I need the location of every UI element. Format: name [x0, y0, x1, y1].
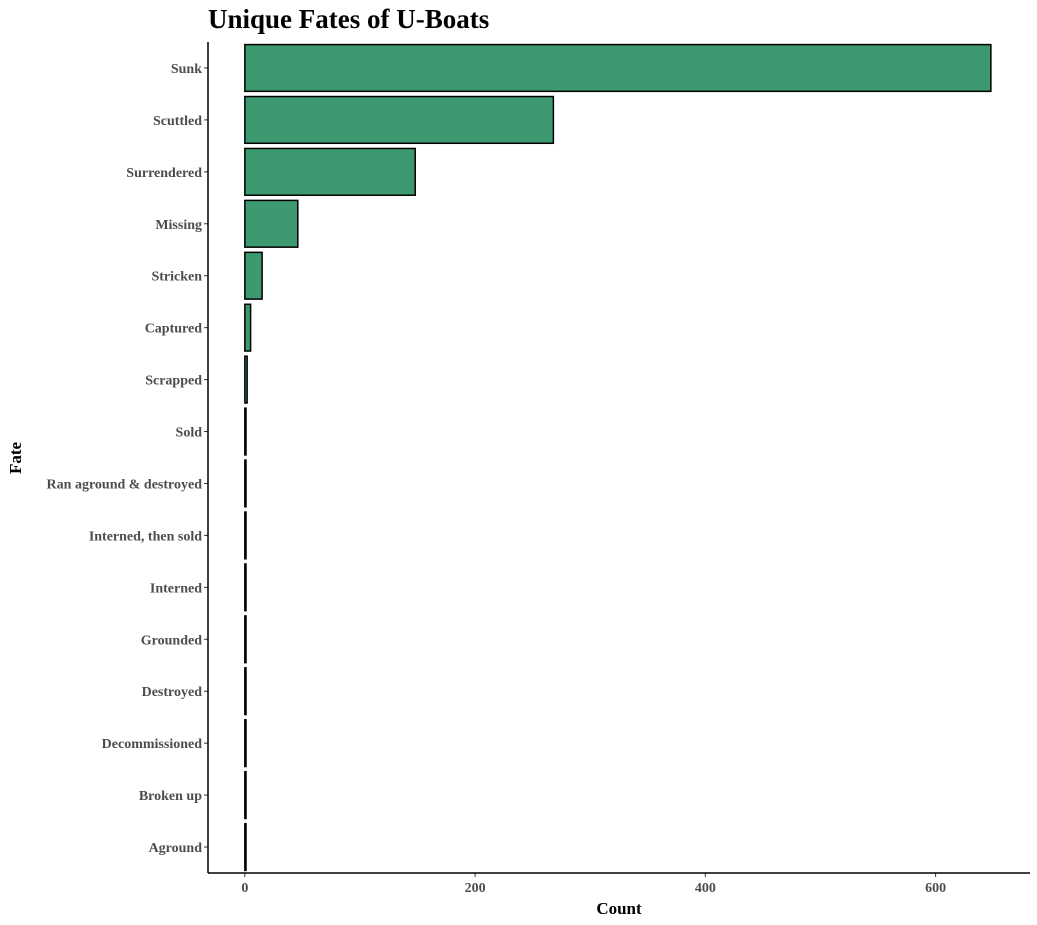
- bar-surrendered: [244, 147, 416, 196]
- y-tick-label: Aground: [149, 841, 203, 856]
- y-tick-label: Interned, then sold: [89, 529, 202, 544]
- bar-missing: [244, 199, 299, 248]
- bar-scuttled: [244, 95, 555, 145]
- y-tick-label: Missing: [155, 218, 202, 233]
- y-tick-label: Destroyed: [142, 685, 203, 700]
- x-axis-title: Count: [596, 899, 642, 918]
- bar-grounded: [244, 615, 247, 664]
- bar-scrapped: [244, 355, 248, 404]
- x-tick-label: 0: [241, 881, 248, 896]
- y-tick-label: Interned: [150, 581, 202, 596]
- y-axis-ticks: Sunk Scuttled Surrendered Missing Stricken Ca…: [47, 62, 208, 856]
- bar-captured: [244, 303, 252, 352]
- bar-stricken: [244, 251, 263, 300]
- bar-destroyed: [244, 667, 247, 716]
- y-tick-label: Sunk: [171, 62, 202, 77]
- x-tick-label: 600: [925, 881, 946, 896]
- y-tick-label: Stricken: [151, 270, 202, 285]
- bar-broken-up: [244, 770, 247, 820]
- bar-decommissioned: [244, 719, 247, 768]
- bar-interned: [244, 563, 247, 612]
- chart-title: Unique Fates of U-Boats: [208, 4, 489, 34]
- bar-interned-then-sold: [244, 511, 247, 560]
- x-tick-label: 400: [695, 881, 716, 896]
- bar-sold: [244, 407, 247, 456]
- y-tick-label: Ran aground & destroyed: [47, 477, 203, 492]
- y-tick-label: Surrendered: [126, 166, 202, 181]
- y-tick-label: Grounded: [141, 633, 202, 648]
- bars-group: [244, 43, 992, 872]
- bar-aground: [244, 822, 247, 872]
- y-tick-label: Scuttled: [153, 114, 202, 129]
- x-tick-label: 200: [465, 881, 486, 896]
- y-tick-label: Broken up: [139, 789, 202, 804]
- y-tick-label: Sold: [176, 426, 203, 441]
- y-tick-label: Decommissioned: [102, 737, 203, 752]
- bar-sunk: [244, 43, 992, 93]
- y-axis-title: Fate: [6, 442, 25, 475]
- y-tick-label: Scrapped: [145, 374, 202, 389]
- y-tick-label: Captured: [145, 322, 203, 337]
- bar-ran-aground-destroyed: [244, 459, 247, 508]
- x-axis-ticks: 0 200 400 600: [241, 873, 946, 896]
